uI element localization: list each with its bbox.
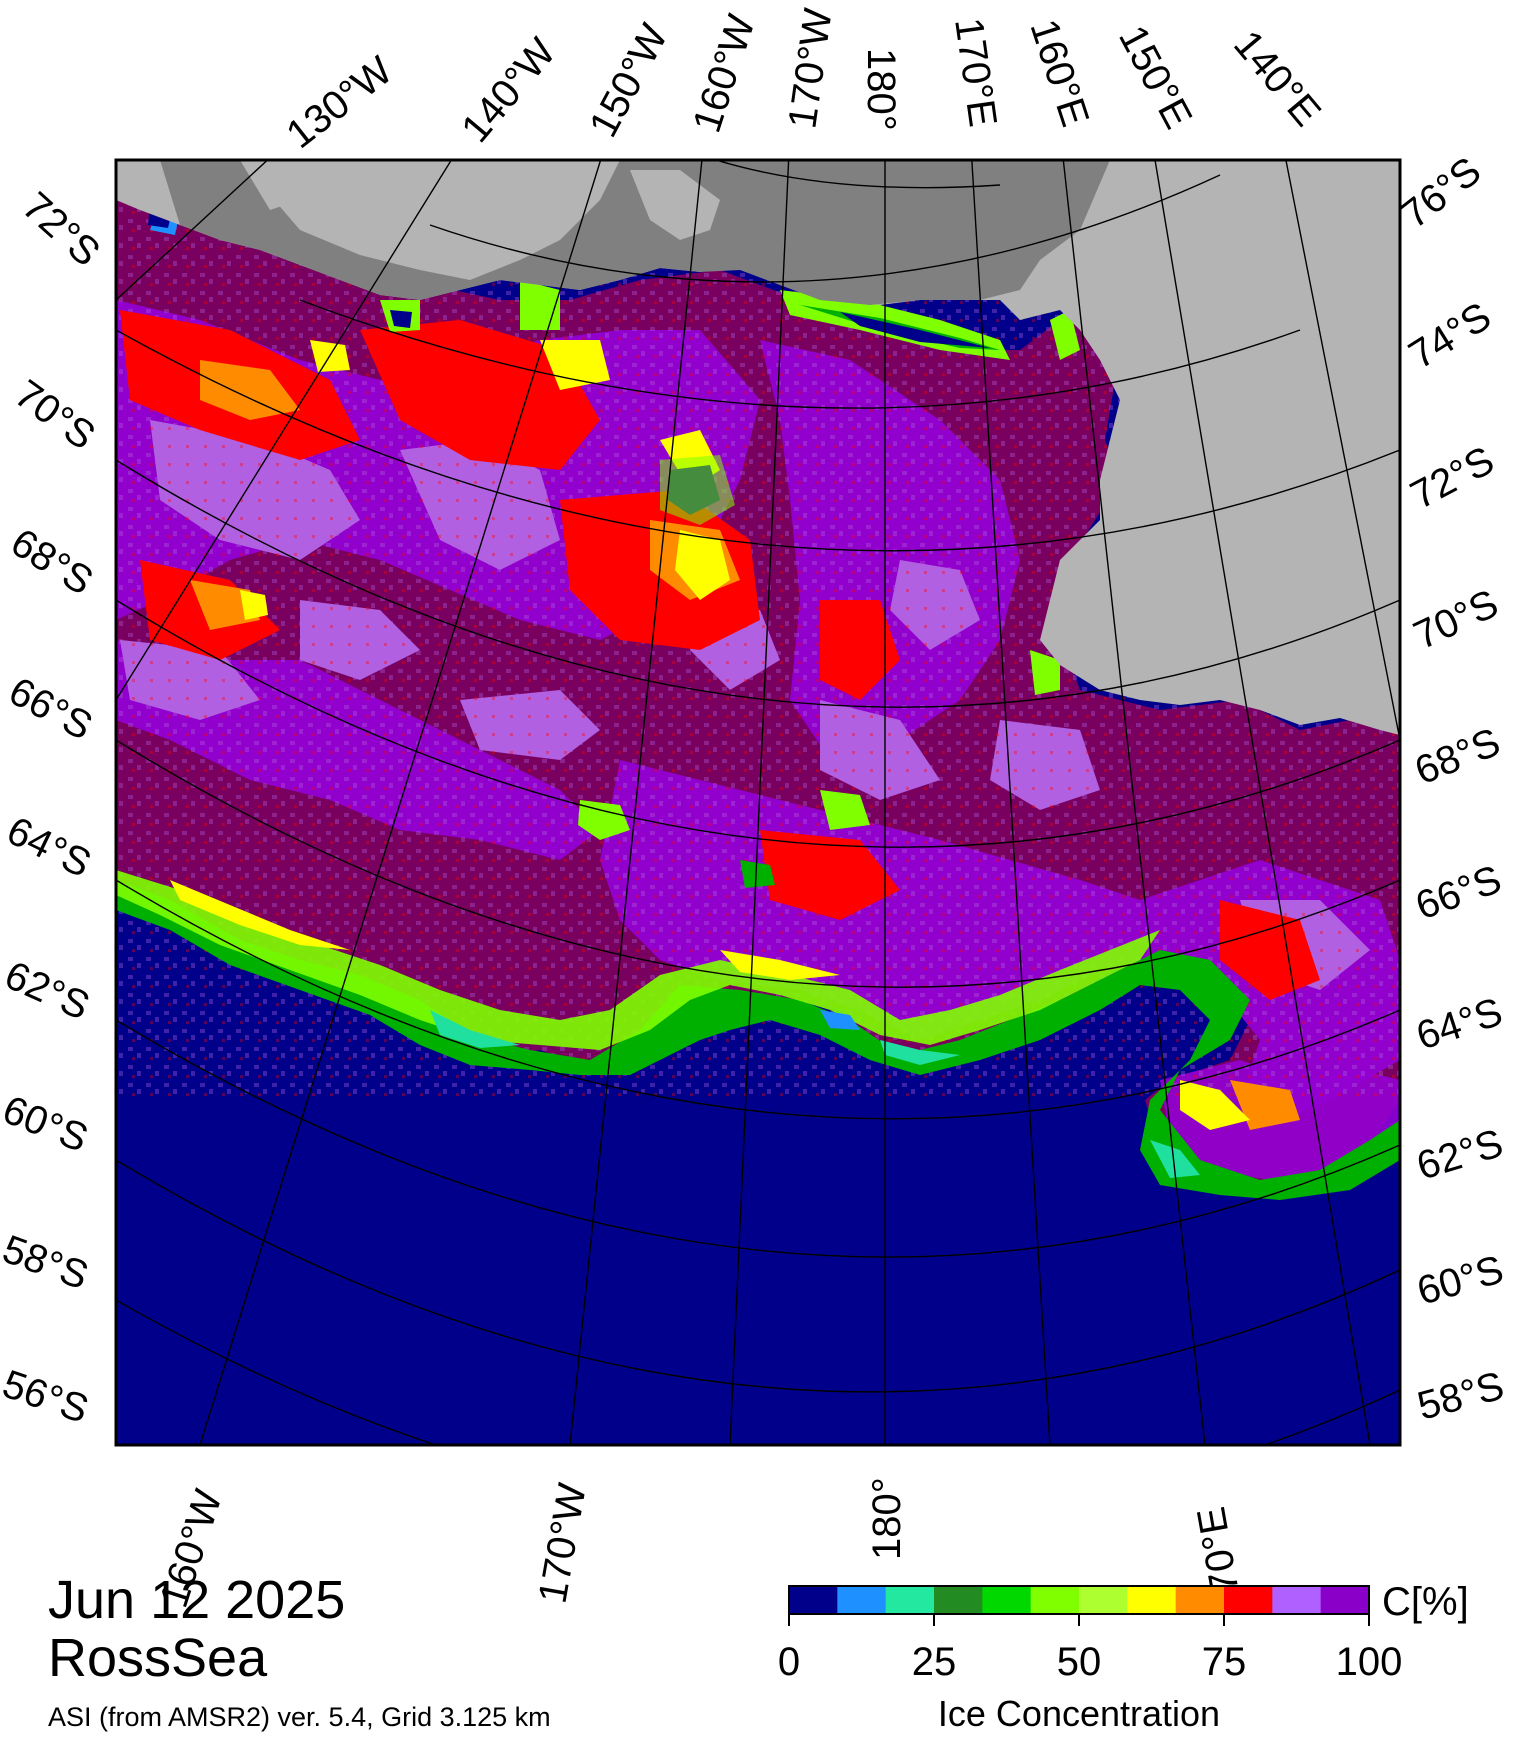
top-longitude-labels: 130°W 140°W 150°W 160°W 170°W 180° 170°E… — [278, 6, 1329, 158]
latitude-lines — [116, 160, 1400, 1445]
lat-label: 68°S — [1409, 720, 1506, 793]
colorbar-tick-label: 75 — [1202, 1640, 1247, 1684]
colorbar-swatch — [1272, 1586, 1322, 1614]
lat-label: 70°S — [7, 372, 103, 459]
lat-label: 74°S — [1401, 294, 1498, 378]
region-name: RossSea — [48, 1628, 268, 1688]
longitude-lines — [116, 160, 1400, 1445]
colorbar-swatch — [789, 1586, 838, 1614]
lon-label: 130°W — [278, 48, 400, 157]
colorbar-swatch — [934, 1586, 983, 1614]
lon-label: 150°E — [1110, 19, 1200, 136]
map-raster — [116, 160, 1400, 1445]
lat-label: 60°S — [1412, 1247, 1508, 1313]
colorbar-tick-label: 25 — [912, 1640, 957, 1684]
colorbar-swatch — [837, 1586, 887, 1614]
left-latitude-labels: 72°S 70°S 68°S 66°S 64°S 62°S 60°S 58°S … — [0, 184, 108, 1432]
lon-label: 170°E — [946, 15, 1005, 129]
map-date: Jun 12 2025 — [48, 1570, 346, 1630]
lat-label: 64°S — [1411, 990, 1508, 1059]
colorbar: C[%] 0 25 50 75 100 Ice Concentration — [778, 1580, 1469, 1734]
lon-label: 160°E — [1021, 14, 1097, 132]
colorbar-swatch — [1320, 1586, 1370, 1614]
lon-label: 180° — [865, 1477, 909, 1560]
lat-label: 58°S — [0, 1227, 94, 1298]
lon-label: 180° — [859, 48, 903, 131]
colorbar-tick-label: 50 — [1057, 1640, 1102, 1684]
lat-label: 58°S — [1413, 1364, 1509, 1429]
lat-label: 60°S — [0, 1088, 94, 1161]
colorbar-tick-label: 0 — [778, 1640, 800, 1684]
colorbar-swatch — [1224, 1586, 1273, 1614]
lat-label: 66°S — [1410, 857, 1507, 928]
colorbar-tick-label: 100 — [1336, 1640, 1403, 1684]
lon-label: 170°W — [780, 6, 840, 132]
lon-label: 160°W — [685, 9, 764, 137]
lat-label: 70°S — [1407, 581, 1505, 658]
lat-label: 64°S — [0, 809, 98, 887]
lat-label: 56°S — [0, 1362, 94, 1432]
lat-label: 66°S — [2, 669, 100, 749]
lat-label: 62°S — [1412, 1121, 1508, 1189]
colorbar-ticks — [788, 1614, 1370, 1626]
ice-shelf — [630, 170, 720, 240]
colorbar-swatch — [1127, 1586, 1177, 1614]
lon-label: 140°W — [453, 30, 564, 151]
lon-label: 150°W — [581, 17, 677, 144]
colorbar-title: Ice Concentration — [938, 1693, 1220, 1734]
colorbar-swatch — [885, 1586, 935, 1614]
colorbar-swatch — [982, 1586, 1032, 1614]
colorbar-unit: C[%] — [1382, 1580, 1469, 1624]
ice-shelf — [240, 160, 330, 210]
lon-label: 140°E — [1225, 23, 1329, 135]
ice-edge — [116, 650, 1400, 1200]
map-frame — [114, 158, 1402, 1447]
lat-label: 72°S — [1404, 438, 1502, 518]
colorbar-swatch — [1079, 1586, 1128, 1614]
lat-label: 62°S — [0, 953, 96, 1029]
colorbar-swatches — [789, 1586, 1370, 1614]
colorbar-swatch — [1030, 1586, 1080, 1614]
lon-label: 170°W — [531, 1480, 595, 1607]
colorbar-swatch — [1175, 1586, 1225, 1614]
ice-shelf — [160, 160, 1110, 305]
lat-label: 68°S — [3, 520, 100, 604]
right-latitude-labels: 76°S 74°S 72°S 70°S 68°S 66°S 64°S 62°S … — [1393, 149, 1508, 1429]
lat-label: 72°S — [14, 184, 108, 275]
lat-label: 76°S — [1393, 149, 1489, 237]
data-source-line: ASI (from AMSR2) ver. 5.4, Grid 3.125 km — [48, 1702, 551, 1732]
